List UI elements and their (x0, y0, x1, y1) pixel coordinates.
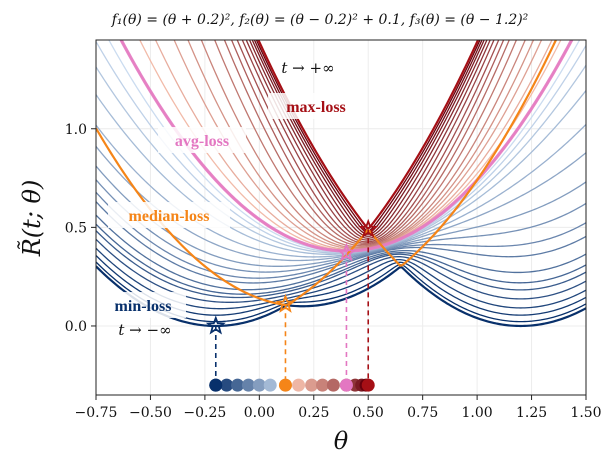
median-loss-label-bg (108, 202, 230, 228)
tilted-risk-curve (253, 40, 483, 234)
x-tick-label: −0.50 (129, 405, 172, 421)
chart-title: f₁(θ) = (θ + 0.2)², f₂(θ) = (θ − 0.2)² +… (111, 12, 529, 28)
x-tick-label: 0.00 (244, 405, 275, 421)
tilted-risk-curve (223, 40, 510, 246)
plot-frame (95, 39, 587, 396)
curves-group (96, 40, 586, 323)
min-loss-dot (209, 378, 223, 392)
tilted-risk-curve (213, 40, 518, 247)
x-tick-label: 0.50 (353, 405, 384, 421)
tilted-risk-curve (248, 40, 488, 237)
max-loss-minimizer-star (358, 218, 379, 238)
avg-loss-label: avg-loss (175, 133, 229, 150)
avg-loss-minimizer-star (336, 242, 357, 262)
min-loss-label-bg (100, 292, 186, 318)
tilt-dot (315, 378, 329, 392)
max-loss-dot (361, 378, 375, 392)
max-loss-label-bg (268, 93, 364, 119)
annotations: max-loss avg-loss median-loss min-loss t… (100, 59, 364, 339)
max-loss-label: max-loss (286, 99, 346, 116)
x-axis-label: θ (334, 427, 349, 455)
tilt-dot (326, 378, 340, 392)
tilted-risk-curve (154, 40, 553, 251)
t-positive-infinity-label: t → +∞ (281, 59, 334, 77)
tilted-risk-curve (245, 40, 491, 239)
tilted-risk-curve (96, 90, 586, 255)
y-tick-label: 0.5 (65, 220, 87, 236)
tilted-risk-curve (96, 191, 586, 279)
tilted-risk-curve (96, 223, 586, 295)
x-tick-label: 0.75 (407, 405, 438, 421)
tilted-risk-curve (173, 40, 543, 250)
y-axis-label: R̃(t; θ) (18, 180, 46, 258)
min-loss-label: min-loss (115, 298, 172, 315)
median-loss-dot (278, 378, 292, 392)
tilted-risk-curve (241, 40, 495, 241)
minimizer-markers-group (205, 218, 379, 386)
y-tick-label: 0.0 (65, 319, 87, 335)
tilted-risk-curve (187, 40, 535, 249)
tilted-risk-curve (255, 40, 481, 232)
tilt-dot (305, 378, 319, 392)
x-tick-label: 1.25 (516, 405, 547, 421)
median-loss-label: median-loss (129, 208, 210, 225)
tilted-risk-curve (96, 214, 586, 291)
tilted-risk-curve (96, 230, 586, 299)
median-loss-minimizer-star (275, 293, 296, 313)
y-tick-label: 1.0 (65, 122, 87, 138)
tilted-risk-curve (251, 40, 485, 235)
tilt-dot (241, 378, 255, 392)
tilted-risk-curve (96, 165, 586, 267)
tilt-dots-group (209, 378, 375, 392)
min-loss-minimizer-star (205, 315, 226, 335)
tilted-risk-curve (96, 201, 586, 284)
tilted-risk-curve (230, 40, 505, 244)
avg-loss-dot (339, 378, 353, 392)
x-tick-label: −0.75 (75, 405, 118, 421)
tilt-dot (292, 378, 306, 392)
x-tick-label: 1.00 (462, 405, 493, 421)
x-tick-label: −0.25 (183, 405, 226, 421)
t-negative-infinity-label: t → −∞ (118, 321, 171, 339)
tilt-dot (231, 378, 245, 392)
tilt-dot (263, 378, 277, 392)
tilted-risk-curve (236, 40, 500, 243)
x-tick-label: 1.50 (570, 405, 601, 421)
avg-loss-label-bg (158, 127, 246, 153)
min-loss-curve (96, 265, 586, 328)
max-loss-curve (257, 40, 480, 230)
tilt-dot (252, 378, 266, 392)
axis-ticks-group: −0.75 −0.50 −0.25 0.00 0.25 0.50 0.75 1.00 1.25 1… (65, 122, 602, 421)
x-tick-label: 0.25 (298, 405, 329, 421)
tilt-dot (220, 378, 234, 392)
tilted-risk-curve (200, 40, 526, 248)
